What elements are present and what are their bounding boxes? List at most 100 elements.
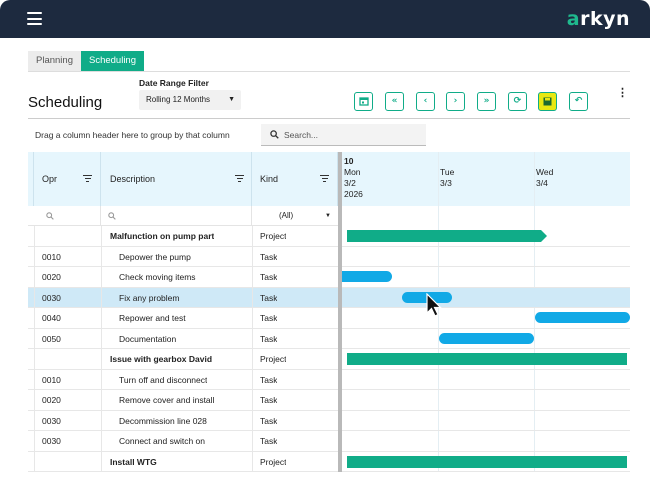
hamburger-menu-icon[interactable] (27, 12, 42, 25)
project-row[interactable]: Install WTG Project (28, 452, 630, 472)
cell-description: Repower and test (119, 313, 186, 323)
opr-filter-input[interactable] (34, 206, 101, 226)
cell-opr: 0020 (42, 395, 61, 405)
cell-kind: Task (260, 374, 278, 385)
project-row[interactable]: Issue with gearbox David Project (28, 349, 630, 370)
gantt-bar-task[interactable] (439, 333, 534, 344)
table-row[interactable]: 0010 Depower the pump Task (28, 247, 630, 267)
save-icon (543, 97, 552, 106)
cell-kind: Task (260, 415, 278, 426)
grid-header: Opr Description Kind 10 Mon 3/2 2026 Tue… (28, 152, 630, 206)
gantt-bar-project[interactable] (347, 456, 627, 468)
table-row[interactable]: 0020 Check moving items Task (28, 267, 630, 288)
grid-gantt-splitter[interactable] (338, 152, 342, 472)
cell-description: Depower the pump (119, 251, 191, 262)
undo-button[interactable]: ↶ (569, 92, 588, 111)
column-header-opr[interactable]: Opr (34, 152, 101, 206)
cell-description: Fix any problem (119, 292, 180, 303)
cell-kind: Project (260, 456, 287, 467)
arkyn-logo: arkyn (566, 8, 630, 30)
filter-icon[interactable] (235, 175, 244, 183)
table-row[interactable]: 0020 Remove cover and install Task (28, 390, 630, 411)
chevron-left-icon: ‹ (423, 96, 428, 106)
cell-description: Documentation (119, 333, 177, 344)
column-header-kind[interactable]: Kind (252, 152, 338, 206)
chevron-right-icon: › (453, 96, 458, 106)
refresh-icon: ⟳ (513, 96, 522, 106)
view-tabs: Planning Scheduling (28, 51, 144, 71)
cell-kind: Task (260, 272, 278, 282)
cell-kind: Task (260, 313, 278, 323)
cell-opr: 0040 (42, 313, 61, 323)
cell-description: Check moving items (119, 272, 196, 282)
more-options-icon[interactable]: ⋮ (617, 87, 628, 99)
cell-kind: Task (260, 395, 278, 405)
cell-description: Connect and switch on (119, 436, 205, 446)
gantt-bar-task[interactable] (535, 312, 630, 323)
double-chevron-left-icon: « (391, 96, 398, 106)
filter-icon[interactable] (320, 175, 329, 183)
cell-opr: 0010 (42, 374, 61, 385)
cell-opr: 0050 (42, 333, 61, 344)
calendar-button[interactable] (354, 92, 373, 111)
cell-kind: Project (260, 231, 287, 241)
cell-opr: 0030 (42, 436, 61, 446)
search-placeholder: Search... (284, 130, 319, 140)
week-number: 10 (344, 156, 354, 166)
cell-opr: 0030 (42, 292, 61, 303)
filter-row (28, 206, 338, 226)
cell-kind: Task (260, 333, 278, 344)
date-range-value: Rolling 12 Months (146, 95, 211, 104)
table-row[interactable]: 0040 Repower and test Task (28, 308, 630, 329)
column-header-description[interactable]: Description (101, 152, 252, 206)
cell-kind: Task (260, 436, 278, 446)
table-row[interactable]: 0030 Decommission line 028 Task (28, 411, 630, 431)
cell-description: Install WTG (110, 456, 157, 467)
filter-icon[interactable] (83, 175, 92, 183)
previous-button[interactable]: ‹ (416, 92, 435, 111)
kind-filter-select[interactable]: (All) ▼ (252, 206, 337, 226)
project-row[interactable]: Malfunction on pump part Project (28, 226, 630, 247)
table-row[interactable]: 0010 Turn off and disconnect Task (28, 370, 630, 390)
cell-description: Malfunction on pump part (110, 231, 215, 241)
search-icon (270, 130, 279, 139)
search-icon (46, 212, 54, 220)
chevron-down-icon: ▼ (228, 96, 235, 103)
undo-icon: ↶ (574, 96, 583, 106)
group-by-hint: Drag a column header here to group by th… (35, 130, 230, 140)
refresh-button[interactable]: ⟳ (508, 92, 527, 111)
cell-kind: Task (260, 251, 278, 262)
save-button[interactable] (538, 92, 557, 111)
table-row[interactable]: 0050 Documentation Task (28, 329, 630, 349)
description-filter-input[interactable] (101, 206, 252, 226)
tab-scheduling[interactable]: Scheduling (80, 51, 144, 71)
cell-description: Issue with gearbox David (110, 354, 213, 364)
next-button[interactable]: › (446, 92, 465, 111)
tab-planning[interactable]: Planning (28, 51, 81, 71)
search-icon (108, 212, 116, 220)
date-column-wed: Wed 3/4 (536, 167, 554, 188)
gantt-bar-task[interactable] (342, 271, 392, 282)
cell-description: Turn off and disconnect (119, 374, 208, 385)
cell-kind: Task (260, 292, 278, 303)
gantt-bar-project[interactable] (347, 353, 627, 365)
table-row[interactable]: 0030 Connect and switch on Task (28, 431, 630, 452)
chevron-down-icon: ▼ (325, 213, 331, 219)
top-bar: arkyn (0, 0, 650, 38)
double-chevron-right-icon: » (483, 96, 490, 106)
search-input[interactable]: Search... (261, 124, 426, 146)
cell-kind: Project (260, 354, 287, 364)
mouse-cursor-icon (426, 293, 442, 317)
table-row[interactable]: 0030 Fix any problem Task (28, 287, 630, 308)
date-range-filter-label: Date Range Filter (139, 78, 209, 88)
last-page-button[interactable]: » (477, 92, 496, 111)
first-page-button[interactable]: « (385, 92, 404, 111)
date-range-select[interactable]: Rolling 12 Months ▼ (139, 90, 241, 110)
date-column-mon: 10 Mon 3/2 2026 (344, 156, 363, 199)
page-title: Scheduling (28, 94, 103, 111)
gantt-bar-project[interactable] (347, 230, 547, 242)
tabs-divider (28, 71, 630, 72)
calendar-icon (358, 97, 369, 106)
cell-opr: 0020 (42, 272, 61, 282)
cell-description: Remove cover and install (119, 395, 215, 405)
